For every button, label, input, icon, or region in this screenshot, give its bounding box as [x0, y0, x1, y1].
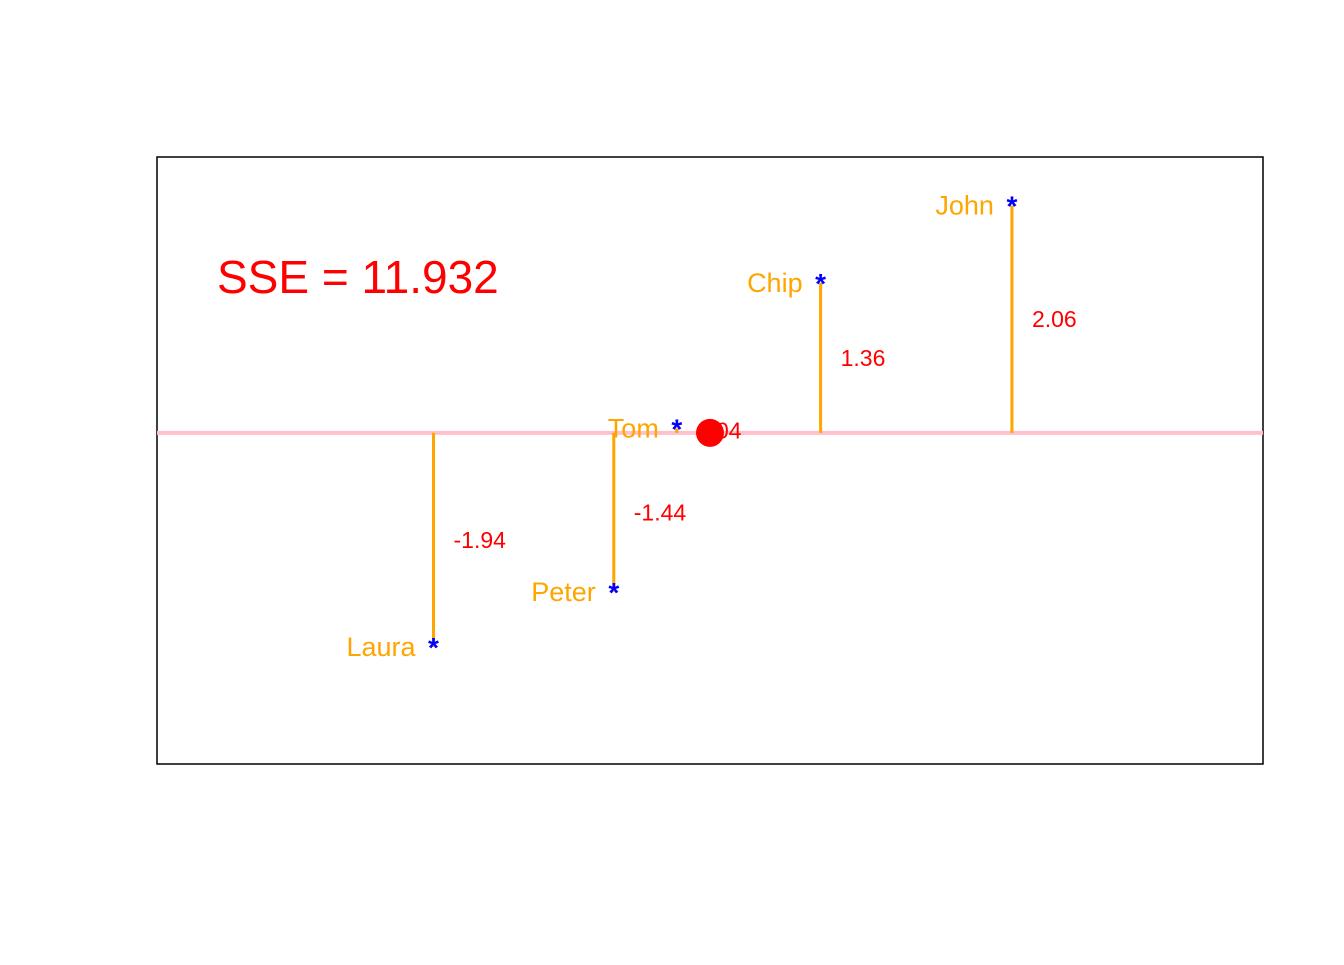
data-point: * [671, 413, 682, 444]
point-name-label: John [935, 191, 994, 221]
residual-value-label: 0.04 [697, 418, 742, 444]
residual-value-label: -1.94 [454, 527, 507, 553]
point-name-label: Chip [747, 268, 803, 298]
residual-value-label: 2.06 [1032, 306, 1077, 332]
data-point: * [1006, 191, 1017, 222]
data-point: * [815, 268, 826, 299]
point-name-label: Peter [531, 577, 596, 607]
sse-annotation: SSE = 11.932 [217, 251, 499, 303]
plot-frame [156, 156, 1264, 765]
point-name-label: Laura [346, 632, 416, 662]
point-name-label: Tom [608, 413, 659, 443]
data-point: * [608, 577, 619, 608]
data-point: * [428, 632, 439, 663]
residual-value-label: 1.36 [841, 345, 886, 371]
mean-point [696, 418, 724, 447]
residual-value-label: -1.44 [634, 499, 687, 525]
